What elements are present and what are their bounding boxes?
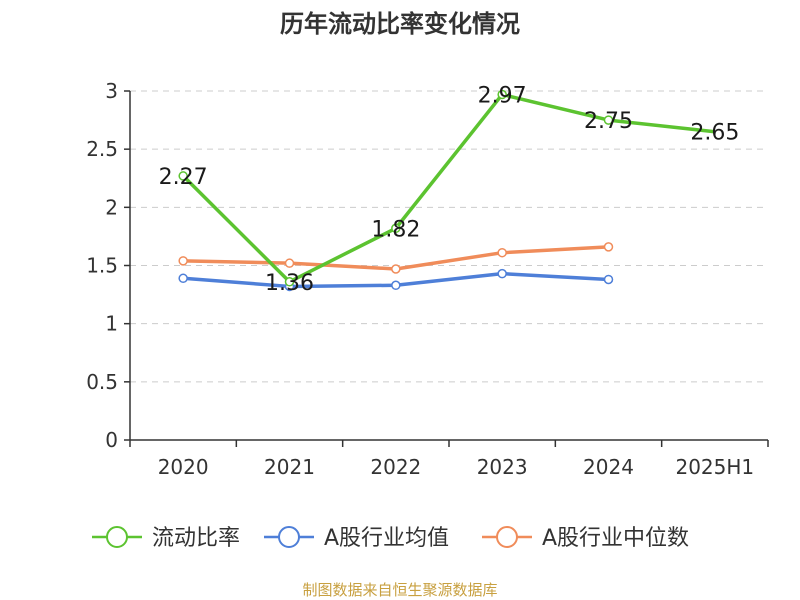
data-label: 1.82 bbox=[371, 217, 420, 242]
legend-marker bbox=[278, 526, 300, 548]
data-labels: 2.27 1.36 1.82 2.97 2.75 2.65 bbox=[159, 83, 740, 295]
data-point bbox=[497, 247, 507, 258]
legend-marker bbox=[496, 526, 518, 548]
data-label: 2.97 bbox=[478, 83, 527, 108]
y-tick-label: 2.5 bbox=[86, 137, 118, 161]
legend-label: A股行业中位数 bbox=[542, 526, 689, 551]
data-point bbox=[178, 171, 188, 181]
legend-marker bbox=[106, 526, 128, 548]
data-point bbox=[603, 115, 614, 125]
data-point bbox=[603, 274, 614, 285]
grid-lines bbox=[130, 90, 768, 383]
x-tick-label: 2021 bbox=[264, 455, 315, 479]
legend-label: 流动比率 bbox=[152, 526, 240, 551]
x-tick-label: 2025H1 bbox=[675, 455, 754, 479]
x-tick-label: 2022 bbox=[370, 455, 421, 479]
y-tick-label: 2 bbox=[105, 195, 118, 219]
chart-title: 历年流动比率变化情况 bbox=[280, 10, 520, 38]
data-point bbox=[497, 268, 507, 279]
y-tick-label: 1 bbox=[105, 312, 118, 336]
data-point bbox=[497, 89, 507, 100]
data-label: 1.36 bbox=[265, 271, 314, 296]
data-label: 2.75 bbox=[584, 109, 633, 134]
x-tick-label: 2023 bbox=[477, 455, 528, 479]
y-tick-label: 1.5 bbox=[86, 254, 118, 278]
data-point bbox=[284, 277, 295, 287]
y-tick-label: 0 bbox=[105, 428, 118, 452]
axes: 0 0.5 1 1.5 2 2.5 3 2020 2021 2022 2023 2024 2025H1 bbox=[86, 79, 769, 479]
x-tick-label: 2020 bbox=[158, 455, 209, 479]
data-label: 2.27 bbox=[159, 165, 208, 190]
y-tick-label: 0.5 bbox=[86, 370, 118, 394]
legend-label: A股行业均值 bbox=[324, 526, 449, 551]
source-note: 制图数据来自恒生聚源数据库 bbox=[302, 581, 497, 599]
x-tick-label: 2024 bbox=[583, 455, 634, 479]
y-tick-label: 3 bbox=[105, 79, 118, 103]
data-point bbox=[391, 280, 401, 291]
data-point bbox=[178, 273, 188, 284]
series-group bbox=[178, 89, 716, 292]
data-point bbox=[284, 258, 295, 268]
data-point bbox=[603, 242, 614, 252]
data-point bbox=[391, 264, 401, 274]
data-point bbox=[178, 256, 188, 266]
series-line bbox=[181, 92, 716, 284]
legend: 流动比率 A股行业均值 A股行业中位数 bbox=[92, 526, 689, 551]
data-label: 2.65 bbox=[690, 121, 739, 146]
data-point bbox=[391, 223, 401, 234]
